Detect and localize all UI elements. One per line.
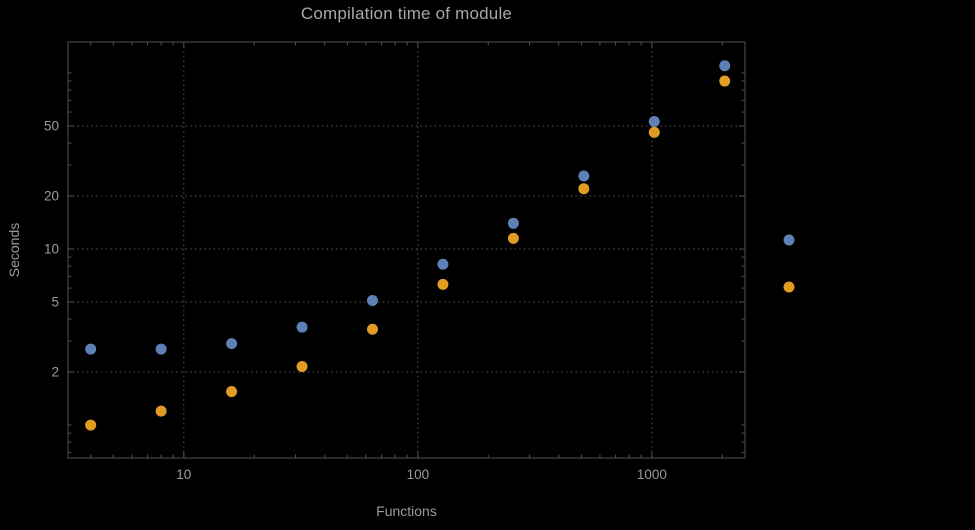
data-point-series-1 (437, 258, 449, 270)
data-point-series-2 (719, 75, 731, 87)
data-point-series-1 (366, 295, 378, 307)
data-point-series-2 (85, 419, 97, 431)
x-axis-label: Functions (376, 503, 437, 519)
data-point-series-2 (437, 278, 449, 290)
data-point-series-1 (578, 170, 590, 182)
data-point-series-1 (507, 217, 519, 229)
data-point-series-2 (155, 405, 167, 417)
data-point-series-2 (296, 361, 308, 373)
data-point-series-2 (226, 386, 238, 398)
data-point-series-2 (366, 323, 378, 335)
data-point-series-1 (155, 343, 167, 355)
legend-marker-2 (783, 281, 795, 293)
x-tick-label: 100 (407, 467, 430, 482)
x-tick-label: 10 (176, 467, 191, 482)
data-point-series-1 (85, 343, 97, 355)
data-point-series-2 (578, 183, 590, 195)
data-point-series-1 (719, 60, 731, 72)
chart-title: Compilation time of module (300, 4, 513, 23)
legend-marker-1 (783, 234, 795, 246)
y-tick-label: 10 (44, 242, 59, 257)
data-point-series-2 (648, 126, 660, 138)
y-tick-label: 50 (44, 118, 59, 133)
x-tick-label: 1000 (637, 467, 667, 482)
y-tick-label: 5 (51, 295, 59, 310)
data-point-series-1 (226, 338, 238, 350)
y-tick-label: 2 (51, 365, 59, 380)
data-point-series-1 (648, 116, 660, 128)
plot-frame (67, 41, 746, 459)
y-tick-label: 20 (44, 189, 59, 204)
y-axis-label: Seconds (6, 222, 22, 278)
data-point-series-1 (296, 321, 308, 333)
data-point-series-2 (507, 232, 519, 244)
